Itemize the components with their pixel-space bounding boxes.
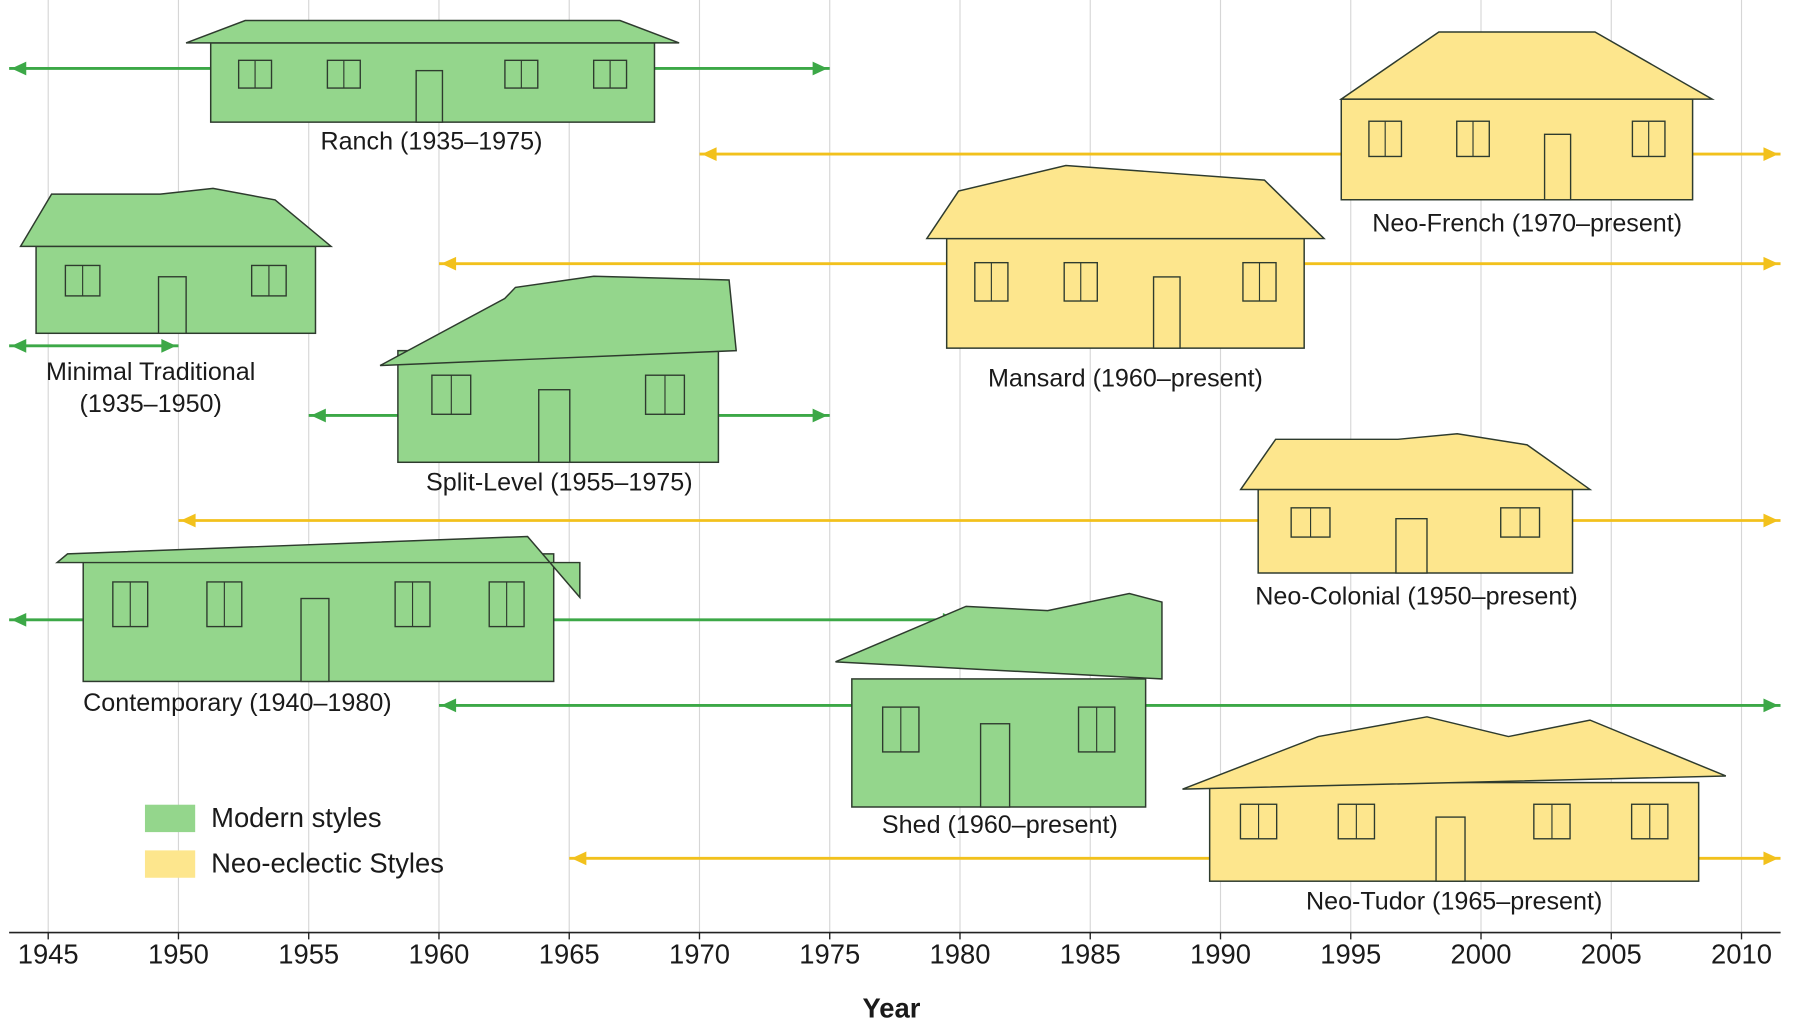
arrow-head-end [813, 62, 828, 76]
legend-swatch [145, 805, 195, 832]
house-door [981, 724, 1010, 807]
house-door [539, 390, 570, 463]
x-tick-label: 2005 [1581, 939, 1642, 970]
house-roof [927, 166, 1324, 239]
chart: Ranch (1935–1975) Neo-French (1970–presen… [0, 0, 1800, 1033]
house-door [1545, 134, 1571, 199]
house-roof [1341, 32, 1712, 99]
arrow-head-end [1763, 514, 1778, 528]
x-tick-label: 1950 [148, 939, 209, 970]
arrow-head-start [441, 699, 456, 713]
house-roof [186, 21, 679, 43]
house-door [1436, 817, 1465, 881]
x-tick-label: 1995 [1320, 939, 1381, 970]
x-tick-label: 1960 [409, 939, 470, 970]
house-illustration [57, 536, 580, 681]
house-illustration [1341, 32, 1712, 200]
arrow-head-start [11, 62, 26, 76]
arrow-head-start [311, 409, 326, 423]
arrow-head-end [1763, 147, 1778, 161]
x-tick-label: 1955 [278, 939, 339, 970]
style-label: Minimal Traditional [46, 358, 255, 386]
house-illustration [21, 188, 331, 333]
arrow-head-end [1763, 257, 1778, 271]
arrow-head-end [813, 409, 828, 423]
style-label: Shed (1960–present) [882, 811, 1118, 839]
arrow-head-start [441, 257, 456, 271]
x-axis-title: Year [863, 992, 921, 1023]
house-roof [21, 188, 331, 246]
style-label: Neo-French (1970–present) [1372, 210, 1682, 238]
house-door [416, 71, 442, 123]
house-illustration [186, 21, 679, 123]
legend-label: Neo-eclectic Styles [211, 847, 444, 878]
house-door [1154, 277, 1180, 348]
house-illustration [927, 166, 1324, 349]
house-illustration [836, 594, 1162, 807]
style-label: Split-Level (1955–1975) [426, 469, 693, 497]
style-label: Mansard (1960–present) [988, 365, 1263, 393]
arrow-head-start [11, 339, 26, 353]
house-door [301, 599, 329, 682]
arrow-head-end [161, 339, 176, 353]
arrow-head-start [572, 852, 587, 866]
style-label: Neo-Colonial (1950–present) [1255, 583, 1577, 611]
x-tick-label: 2010 [1711, 939, 1772, 970]
house-illustration [1241, 434, 1590, 573]
legend-label: Modern styles [211, 802, 381, 833]
arrow-head-start [11, 613, 26, 627]
style-label: Ranch (1935–1975) [320, 127, 542, 155]
x-tick-label: 1980 [930, 939, 991, 970]
house-illustration [380, 276, 736, 462]
x-tick-label: 1965 [539, 939, 600, 970]
legend-swatch [145, 850, 195, 877]
arrow-head-start [702, 147, 717, 161]
house-roof [1241, 434, 1590, 490]
style-label: (1935–1950) [79, 390, 221, 418]
arrow-head-end [1763, 699, 1778, 713]
x-tick-label: 1985 [1060, 939, 1121, 970]
x-tick-label: 1970 [669, 939, 730, 970]
house-roof [836, 594, 1162, 679]
style-label: Contemporary (1940–1980) [83, 689, 391, 717]
arrow-head-start [181, 514, 196, 528]
house-illustration [1182, 717, 1725, 881]
house-door [159, 277, 187, 334]
x-tick-label: 1990 [1190, 939, 1251, 970]
arrow-head-end [1763, 852, 1778, 866]
house-roof [380, 276, 736, 365]
style-label: Neo-Tudor (1965–present) [1306, 888, 1602, 916]
x-tick-label: 1945 [18, 939, 79, 970]
house-door [1396, 519, 1427, 573]
page: Ranch (1935–1975) Neo-French (1970–presen… [0, 0, 1800, 1033]
house-roof [1182, 717, 1725, 789]
x-tick-label: 1975 [799, 939, 860, 970]
x-tick-label: 2000 [1451, 939, 1512, 970]
